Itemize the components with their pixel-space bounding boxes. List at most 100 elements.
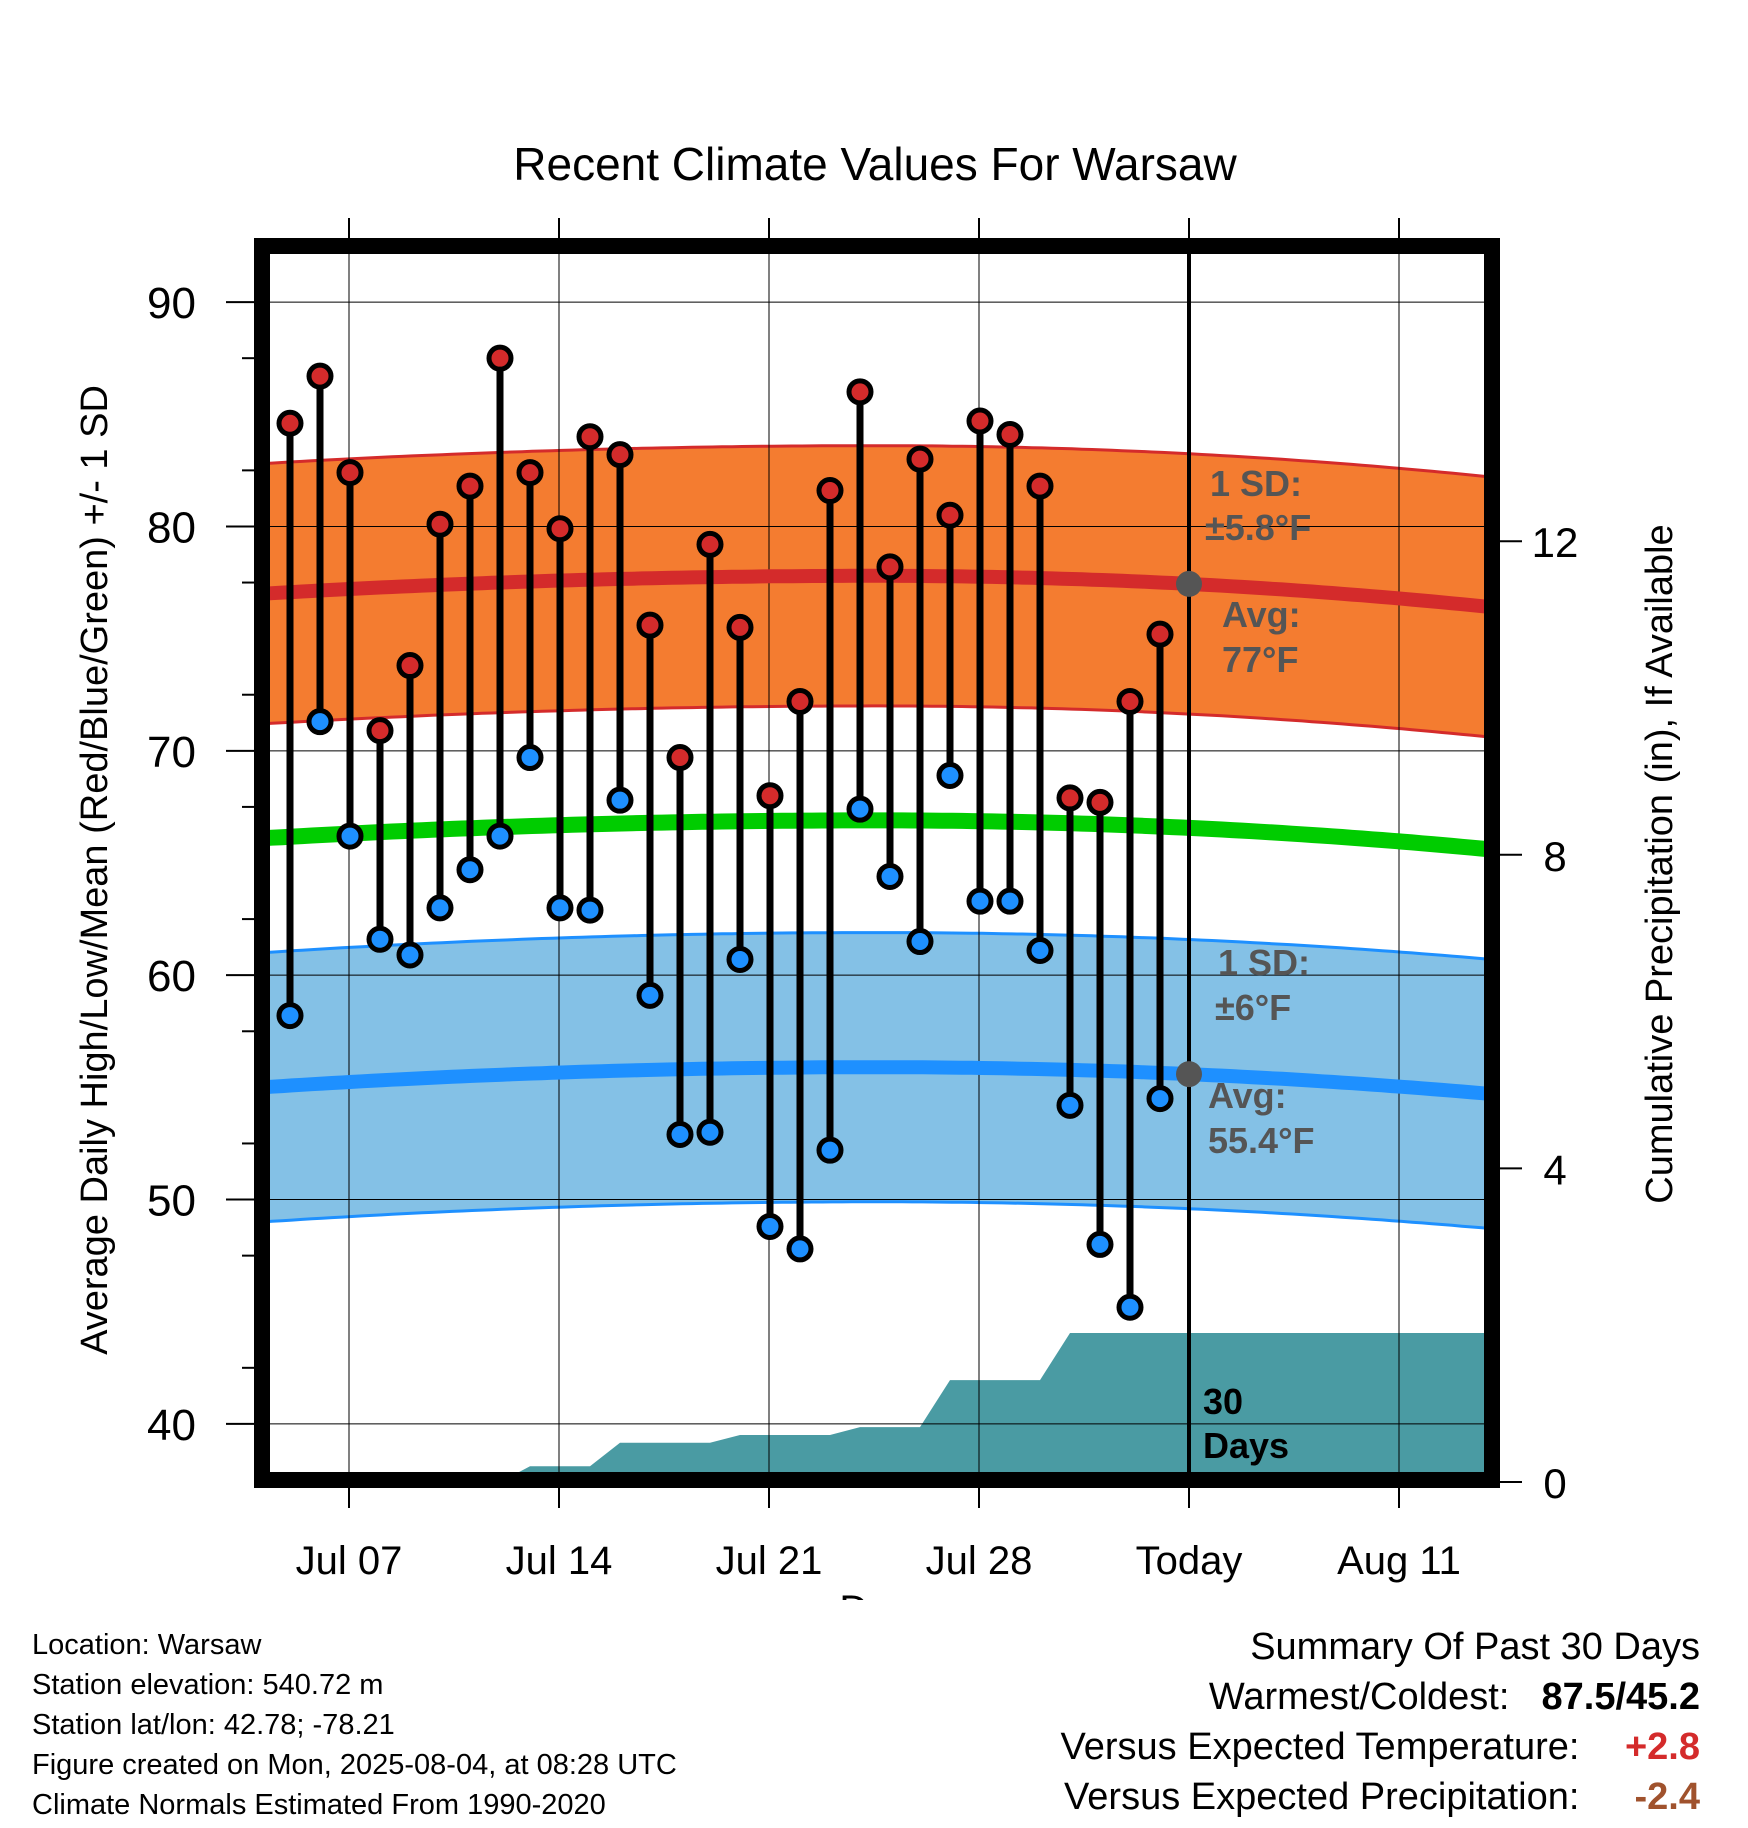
- daily-high-point: [666, 744, 694, 772]
- daily-low-point: [1026, 937, 1054, 965]
- y2-tick-label: 4: [1543, 1146, 1566, 1193]
- y-tick-label: 60: [147, 952, 196, 1001]
- daily-high-point: [1086, 788, 1114, 816]
- daily-high-point: [426, 510, 454, 538]
- daily-low-point: [276, 1002, 304, 1030]
- summary-title: Summary Of Past 30 Days: [1250, 1626, 1700, 1668]
- low-sd-value: ±6°F: [1215, 987, 1291, 1028]
- precip-label: Versus Expected Precipitation:: [1064, 1776, 1580, 1818]
- x-axis-label: Day: [839, 1588, 910, 1600]
- daily-low-point: [876, 862, 904, 890]
- plot-frame: [254, 238, 1500, 1488]
- high-sd-value: ±5.8°F: [1205, 507, 1311, 548]
- daily-high-point: [696, 530, 724, 558]
- high-sd-band: [262, 445, 1492, 738]
- daily-high-point: [576, 423, 604, 451]
- daily-high-point: [726, 613, 754, 641]
- daily-low-point: [606, 786, 634, 814]
- y-tick-label: 40: [147, 1401, 196, 1450]
- y2-axis-label: Cumulative Precipitation (in), If Availa…: [1639, 524, 1681, 1203]
- daily-high-point: [636, 611, 664, 639]
- today-low-avg-marker: [1176, 1061, 1202, 1088]
- high-sd-upper-line: [261, 444, 1493, 479]
- normal-low-line: [261, 1060, 1493, 1102]
- daily-low-point: [336, 822, 364, 850]
- daily-high-point: [756, 782, 784, 810]
- daily-low-point: [366, 925, 394, 953]
- temp-value: +2.8: [1624, 1726, 1700, 1768]
- x-tick-label: Aug 11: [1337, 1539, 1461, 1583]
- daily-low-point: [726, 945, 754, 973]
- latlon-text: Station lat/lon: 42.78; -78.21: [32, 1709, 395, 1741]
- daily-high-point: [366, 717, 394, 745]
- daily-high-point: [336, 459, 364, 487]
- daily-low-point: [816, 1136, 844, 1164]
- precip-row: Versus Expected Precipitation: -2.4: [1061, 1772, 1700, 1822]
- daily-high-point: [1056, 784, 1084, 812]
- daily-low-point: [576, 896, 604, 924]
- chart-title: Recent Climate Values For Warsaw: [513, 138, 1237, 190]
- location-text: Location: Warsaw: [32, 1629, 262, 1661]
- high-sd-label: 1 SD:: [1210, 463, 1302, 504]
- y2-tick-label: 12: [1532, 519, 1579, 566]
- normal-mean-line: [261, 812, 1493, 858]
- daily-high-point: [516, 459, 544, 487]
- climate-chart: Recent Climate Values For Warsaw 1 SD:±5…: [74, 138, 1681, 1600]
- daily-high-point: [846, 378, 874, 406]
- daily-low-point: [696, 1118, 724, 1146]
- summary-panel: Summary Of Past 30 Days Warmest/Coldest:…: [1061, 1622, 1700, 1822]
- y-tick-label: 80: [147, 503, 196, 552]
- daily-high-point: [1026, 472, 1054, 500]
- daily-low-point: [996, 887, 1024, 915]
- normals-text: Climate Normals Estimated From 1990-2020: [32, 1789, 606, 1821]
- daily-low-point: [456, 856, 484, 884]
- daily-high-point: [486, 344, 514, 372]
- x-tick-label: Jul 21: [716, 1539, 823, 1583]
- daily-high-point: [276, 409, 304, 437]
- daily-high-point: [306, 362, 334, 390]
- daily-low-point: [1146, 1085, 1174, 1113]
- y2-tick-label: 0: [1543, 1460, 1566, 1507]
- x-tick-label: Jul 14: [506, 1539, 613, 1583]
- low-avg-label: Avg:: [1208, 1075, 1287, 1116]
- low-avg-value: 55.4°F: [1208, 1120, 1314, 1161]
- y-tick-label: 50: [147, 1177, 196, 1226]
- y-tick-label: 70: [147, 728, 196, 777]
- daily-high-point: [996, 420, 1024, 448]
- low-sd-band: [262, 932, 1492, 1229]
- daily-high-point: [936, 501, 964, 529]
- daily-low-point: [486, 822, 514, 850]
- created-text: Figure created on Mon, 2025-08-04, at 08…: [32, 1749, 677, 1781]
- daily-low-point: [636, 981, 664, 1009]
- low-sd-upper-line: [261, 931, 1493, 961]
- daily-high-point: [906, 445, 934, 473]
- daily-low-point: [756, 1212, 784, 1240]
- daily-low-point: [1086, 1230, 1114, 1258]
- x-tick-label: Jul 28: [926, 1539, 1033, 1583]
- warm-cold-label: Warmest/Coldest:: [1208, 1676, 1510, 1718]
- daily-high-point: [546, 515, 574, 543]
- temp-label: Versus Expected Temperature:: [1060, 1726, 1580, 1768]
- days-count-word: Days: [1203, 1425, 1289, 1466]
- x-tick-label: Jul 07: [296, 1539, 403, 1583]
- x-tick-label: Today: [1136, 1539, 1243, 1583]
- daily-high-point: [606, 441, 634, 469]
- elevation-text: Station elevation: 540.72 m: [32, 1669, 384, 1701]
- daily-low-point: [516, 744, 544, 772]
- daily-high-point: [396, 652, 424, 680]
- daily-low-point: [936, 761, 964, 789]
- low-sd-lower-line: [261, 1200, 1493, 1231]
- daily-high-point: [1116, 687, 1144, 715]
- daily-high-point: [816, 477, 844, 505]
- daily-low-point: [426, 894, 454, 922]
- daily-low-point: [786, 1235, 814, 1263]
- warm-cold-row: Warmest/Coldest: 87.5/45.2: [1061, 1672, 1700, 1722]
- station-info: Location: Warsaw Station elevation: 540.…: [32, 1625, 677, 1825]
- y-axis-label: Average Daily High/Low/Mean (Red/Blue/Gr…: [74, 385, 116, 1355]
- low-sd-label: 1 SD:: [1218, 942, 1310, 983]
- high-avg-label: Avg:: [1222, 594, 1301, 635]
- daily-high-point: [786, 687, 814, 715]
- daily-low-point: [306, 708, 334, 736]
- daily-low-point: [396, 941, 424, 969]
